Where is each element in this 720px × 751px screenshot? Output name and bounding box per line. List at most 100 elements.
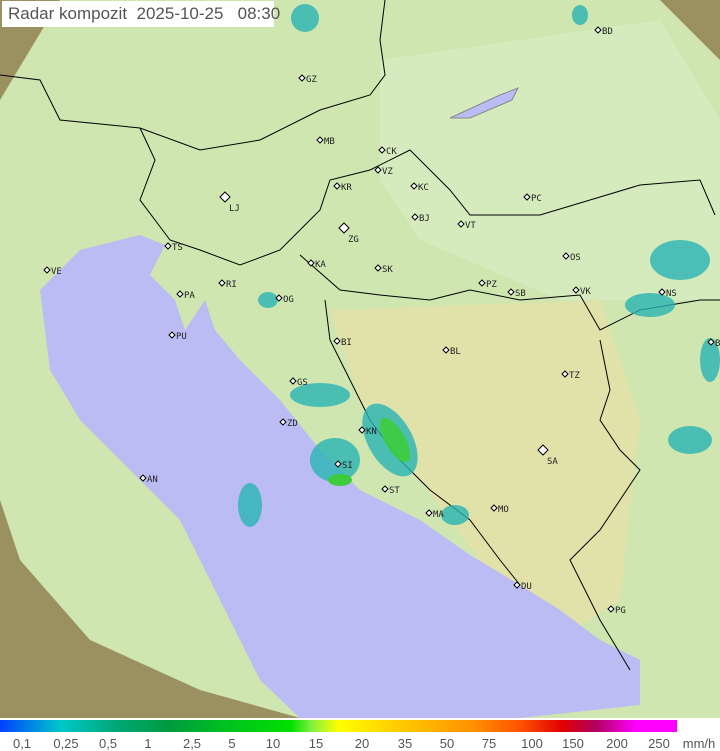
city-vz: VZ [374,166,393,177]
city-marker-icon [176,290,184,298]
city-label: GZ [306,75,317,85]
city-marker-icon [490,504,498,512]
city-label: VE [51,267,62,277]
city-tz: TZ [561,370,580,381]
city-label: BI [341,338,352,348]
city-marker-icon [139,474,147,482]
city-marker-icon [442,346,450,354]
city-marker-icon [275,294,283,302]
precipitation-legend: 0,1 0,25 0,5 1 2,5 5 10 15 20 35 50 75 100 150 200 250 m… [0,718,720,751]
city-marker-icon [43,266,51,274]
city-label: VZ [382,167,393,177]
city-marker-icon [279,418,287,426]
city-marker-icon [333,337,341,345]
lowland-area [380,20,720,300]
city-kc: KC [410,182,429,193]
city-label: MO [498,505,509,515]
city-label: BL [450,347,461,357]
city-marker-icon [594,26,602,34]
city-zd: ZD [279,418,298,429]
city-marker-icon [316,136,324,144]
precipitation-echoes [238,4,720,527]
city-marker-icon [218,279,226,287]
mountain-area [330,300,640,640]
city-label: AN [147,475,158,485]
city-label: OG [283,295,294,305]
legend-tick: 15 [308,736,324,751]
city-sk: SK [374,264,393,275]
city-marker-icon [478,279,486,287]
city-gz: GZ [298,74,317,85]
legend-unit: mm/h [682,736,716,751]
city-sb: SB [507,288,526,299]
legend-color-scale [0,720,677,732]
city-label: KR [341,183,352,193]
city-marker-icon [523,193,531,201]
city-label: NS [666,289,677,299]
city-label: KN [366,427,377,437]
city-label: ZD [287,419,298,429]
city-label: KA [315,260,326,270]
city-pc: PC [523,193,542,204]
city-label: PC [531,194,542,204]
legend-tick: 50 [439,736,455,751]
lake-balaton [449,87,520,119]
city-bj: BJ [411,213,430,224]
city-marker-icon [411,213,419,221]
city-marker-icon [381,485,389,493]
city-label: PZ [486,280,497,290]
city-pa: PA [176,290,195,301]
city-label: BD [602,27,613,37]
city-ma: MA [425,509,444,520]
city-label: GS [297,378,308,388]
city-bg: BG [707,338,720,349]
city-marker-icon [607,605,615,613]
city-marker-icon [219,191,231,203]
city-ck: CK [378,146,397,157]
city-label: MB [324,137,335,147]
city-vt: VT [457,220,476,231]
city-si: SI [334,460,353,471]
city-label: BG [715,339,720,349]
city-gs: GS [289,377,308,388]
legend-tick: 1 [144,736,152,751]
city-label: CK [386,147,397,157]
radar-map[interactable]: BD GZ MB CK VZ KR KC LJ ZG BJ VT PC TS VE RI PA KA SK OS PZ… [0,0,720,718]
city-ts: TS [164,242,183,253]
city-du: DU [513,581,532,592]
legend-tick: 2,5 [182,736,202,751]
city-label: ST [389,486,400,496]
city-os: OS [562,252,581,263]
city-marker-icon [572,286,580,294]
city-ri: RI [218,279,237,290]
city-zg: ZG [338,222,359,245]
city-label: MA [433,510,444,520]
city-marker-icon [168,331,176,339]
city-marker-icon [374,264,382,272]
legend-tick: 20 [354,736,370,751]
legend-tick: 200 [606,736,628,751]
city-label: TS [172,243,183,253]
city-st: ST [381,485,400,496]
city-ve: VE [43,266,62,277]
city-marker-icon [333,182,341,190]
city-label: DU [521,582,532,592]
legend-tick: 0,5 [98,736,118,751]
city-label: VK [580,287,591,297]
city-label: RI [226,280,237,290]
city-marker-icon [164,242,172,250]
city-label: SA [547,457,558,467]
city-marker-icon [537,444,549,456]
city-marker-icon [358,426,366,434]
legend-tick: 0,1 [12,736,32,751]
city-label: BJ [419,214,430,224]
city-marker-icon [334,460,342,468]
city-label: PG [615,606,626,616]
city-label: LJ [229,204,240,214]
city-marker-icon [513,581,521,589]
city-label: PU [176,332,187,342]
city-kr: KR [333,182,352,193]
city-label: PA [184,291,195,301]
city-mo: MO [490,504,509,515]
